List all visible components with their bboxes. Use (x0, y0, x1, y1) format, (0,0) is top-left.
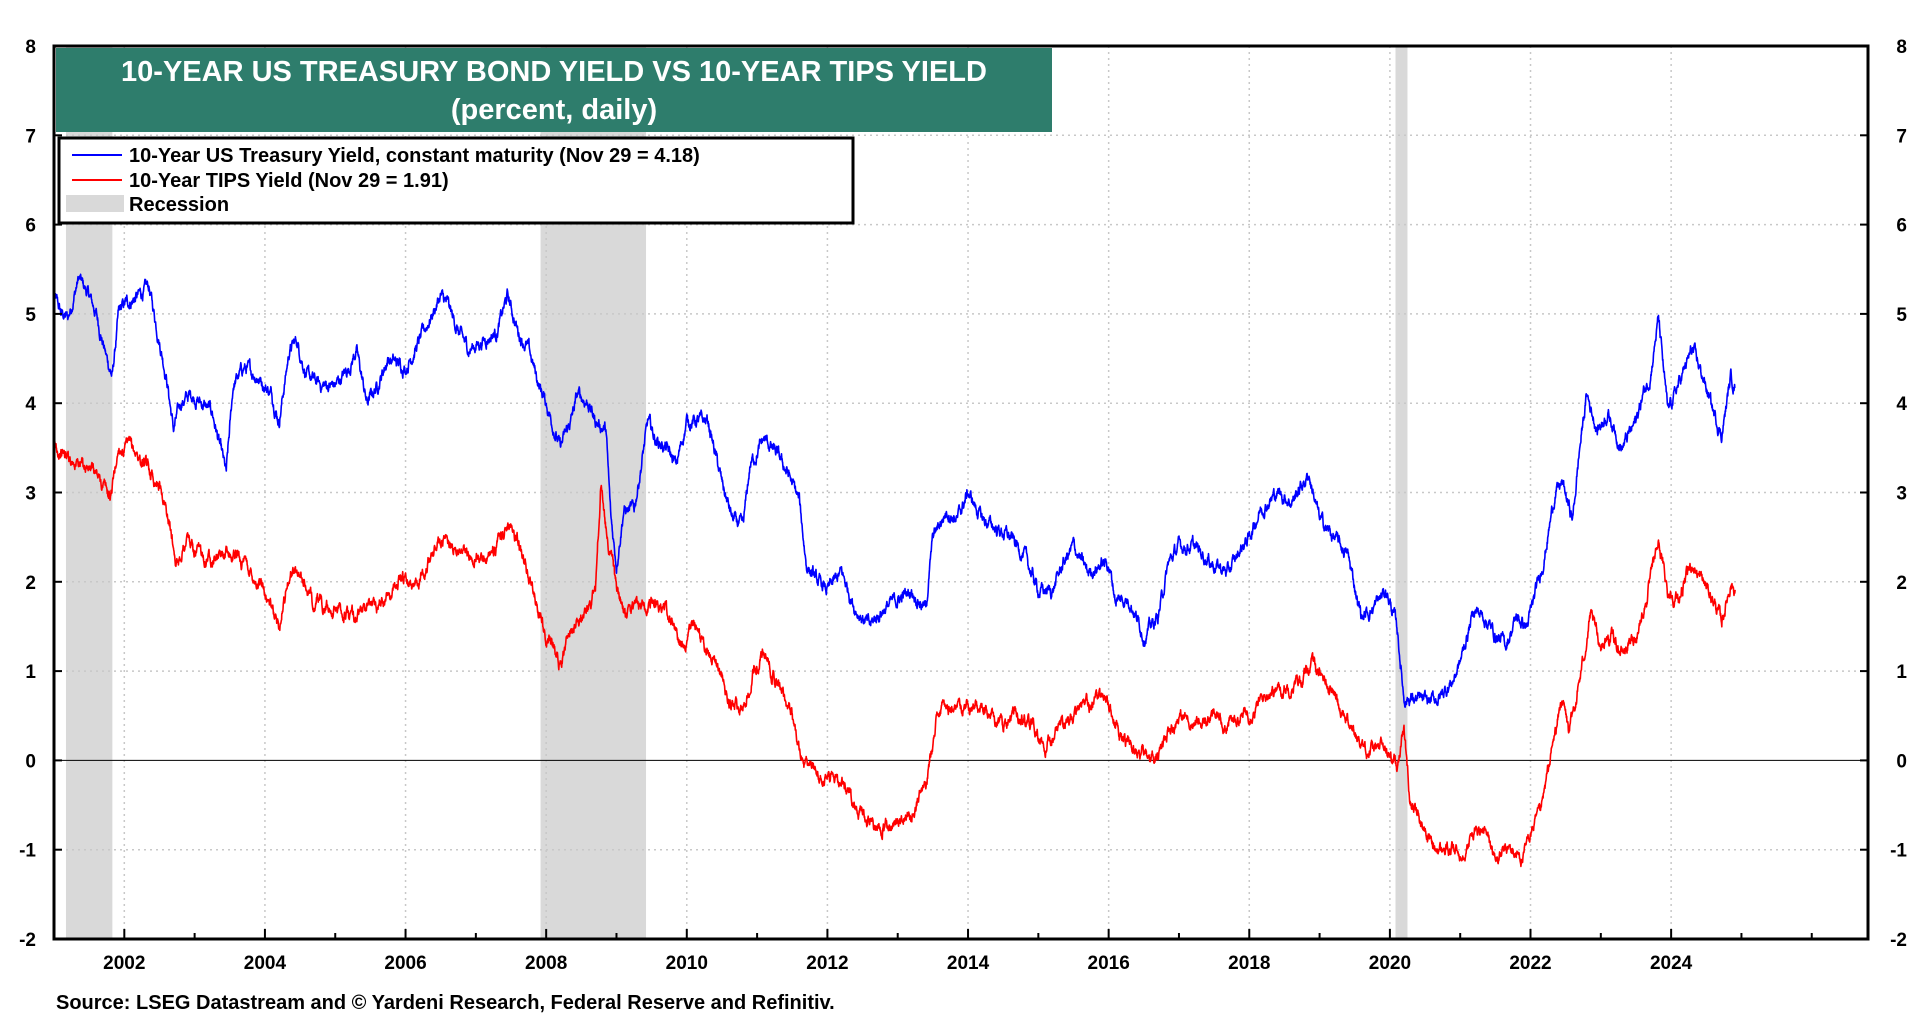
grid-lines (54, 46, 1868, 939)
x-tick-label: 2020 (1369, 953, 1411, 974)
chart-title-box: 10-YEAR US TREASURY BOND YIELD VS 10-YEA… (56, 48, 1052, 132)
legend-box (57, 136, 855, 225)
x-tick-label: 2022 (1509, 953, 1551, 974)
y-tick-label-right: 1 (1896, 662, 1907, 683)
y-tick-label-left: 5 (25, 305, 36, 326)
y-tick-label-left: 3 (25, 484, 36, 505)
x-tick-label: 2024 (1650, 953, 1693, 974)
y-tick-label-right: 8 (1896, 37, 1907, 58)
series-line-treasury (53, 273, 1736, 708)
x-tick-label: 2008 (525, 953, 567, 974)
axes: -2 -2 -1 -1 0 0 1 1 2 2 3 3 4 4 5 5 6 6 7 7 8 8 2002 2004 2006 20… (19, 37, 1907, 974)
x-tick-label: 2006 (384, 953, 426, 974)
y-tick-label-left: -2 (19, 930, 36, 951)
x-tick-label: 2016 (1088, 953, 1130, 974)
legend-label-treasury: 10-Year US Treasury Yield, constant matu… (129, 145, 700, 167)
y-tick-label-right: 3 (1896, 484, 1907, 505)
x-tick-label: 2002 (103, 953, 145, 974)
y-tick-label-right: -1 (1890, 841, 1907, 862)
y-tick-label-left: 7 (25, 126, 36, 147)
legend-swatch-recession (66, 195, 124, 212)
y-tick-label-right: 6 (1896, 216, 1907, 237)
y-tick-label-right: -2 (1890, 930, 1907, 951)
source-note: Source: LSEG Datastream and © Yardeni Re… (56, 992, 835, 1014)
y-tick-label-left: 1 (25, 662, 36, 683)
y-tick-label-right: 2 (1896, 573, 1907, 594)
y-tick-label-right: 4 (1896, 394, 1907, 415)
legend: 10-Year US Treasury Yield, constant matu… (57, 136, 855, 225)
y-tick-label-right: 0 (1896, 751, 1907, 772)
x-tick-label: 2004 (244, 953, 287, 974)
y-tick-label-left: 4 (25, 394, 36, 415)
y-tick-label-left: 6 (25, 216, 36, 237)
legend-label-tips: 10-Year TIPS Yield (Nov 29 = 1.91) (129, 170, 449, 192)
y-tick-label-left: 0 (25, 751, 36, 772)
x-tick-label: 2012 (806, 953, 848, 974)
y-tick-label-left: 8 (25, 37, 36, 58)
legend-label-recession: Recession (129, 194, 229, 216)
y-tick-label-left: 2 (25, 573, 36, 594)
y-tick-label-right: 7 (1896, 126, 1907, 147)
chart-subtitle: (percent, daily) (451, 94, 657, 126)
series-line-tips (53, 435, 1736, 868)
y-tick-label-right: 5 (1896, 305, 1907, 326)
x-tick-label: 2018 (1228, 953, 1270, 974)
series-lines (53, 273, 1736, 868)
x-tick-label: 2014 (947, 953, 990, 974)
x-tick-label: 2010 (666, 953, 708, 974)
chart-title: 10-YEAR US TREASURY BOND YIELD VS 10-YEA… (121, 56, 987, 88)
title-background (56, 48, 1052, 132)
recession-band (1395, 46, 1408, 939)
y-tick-label-left: -1 (19, 841, 36, 862)
